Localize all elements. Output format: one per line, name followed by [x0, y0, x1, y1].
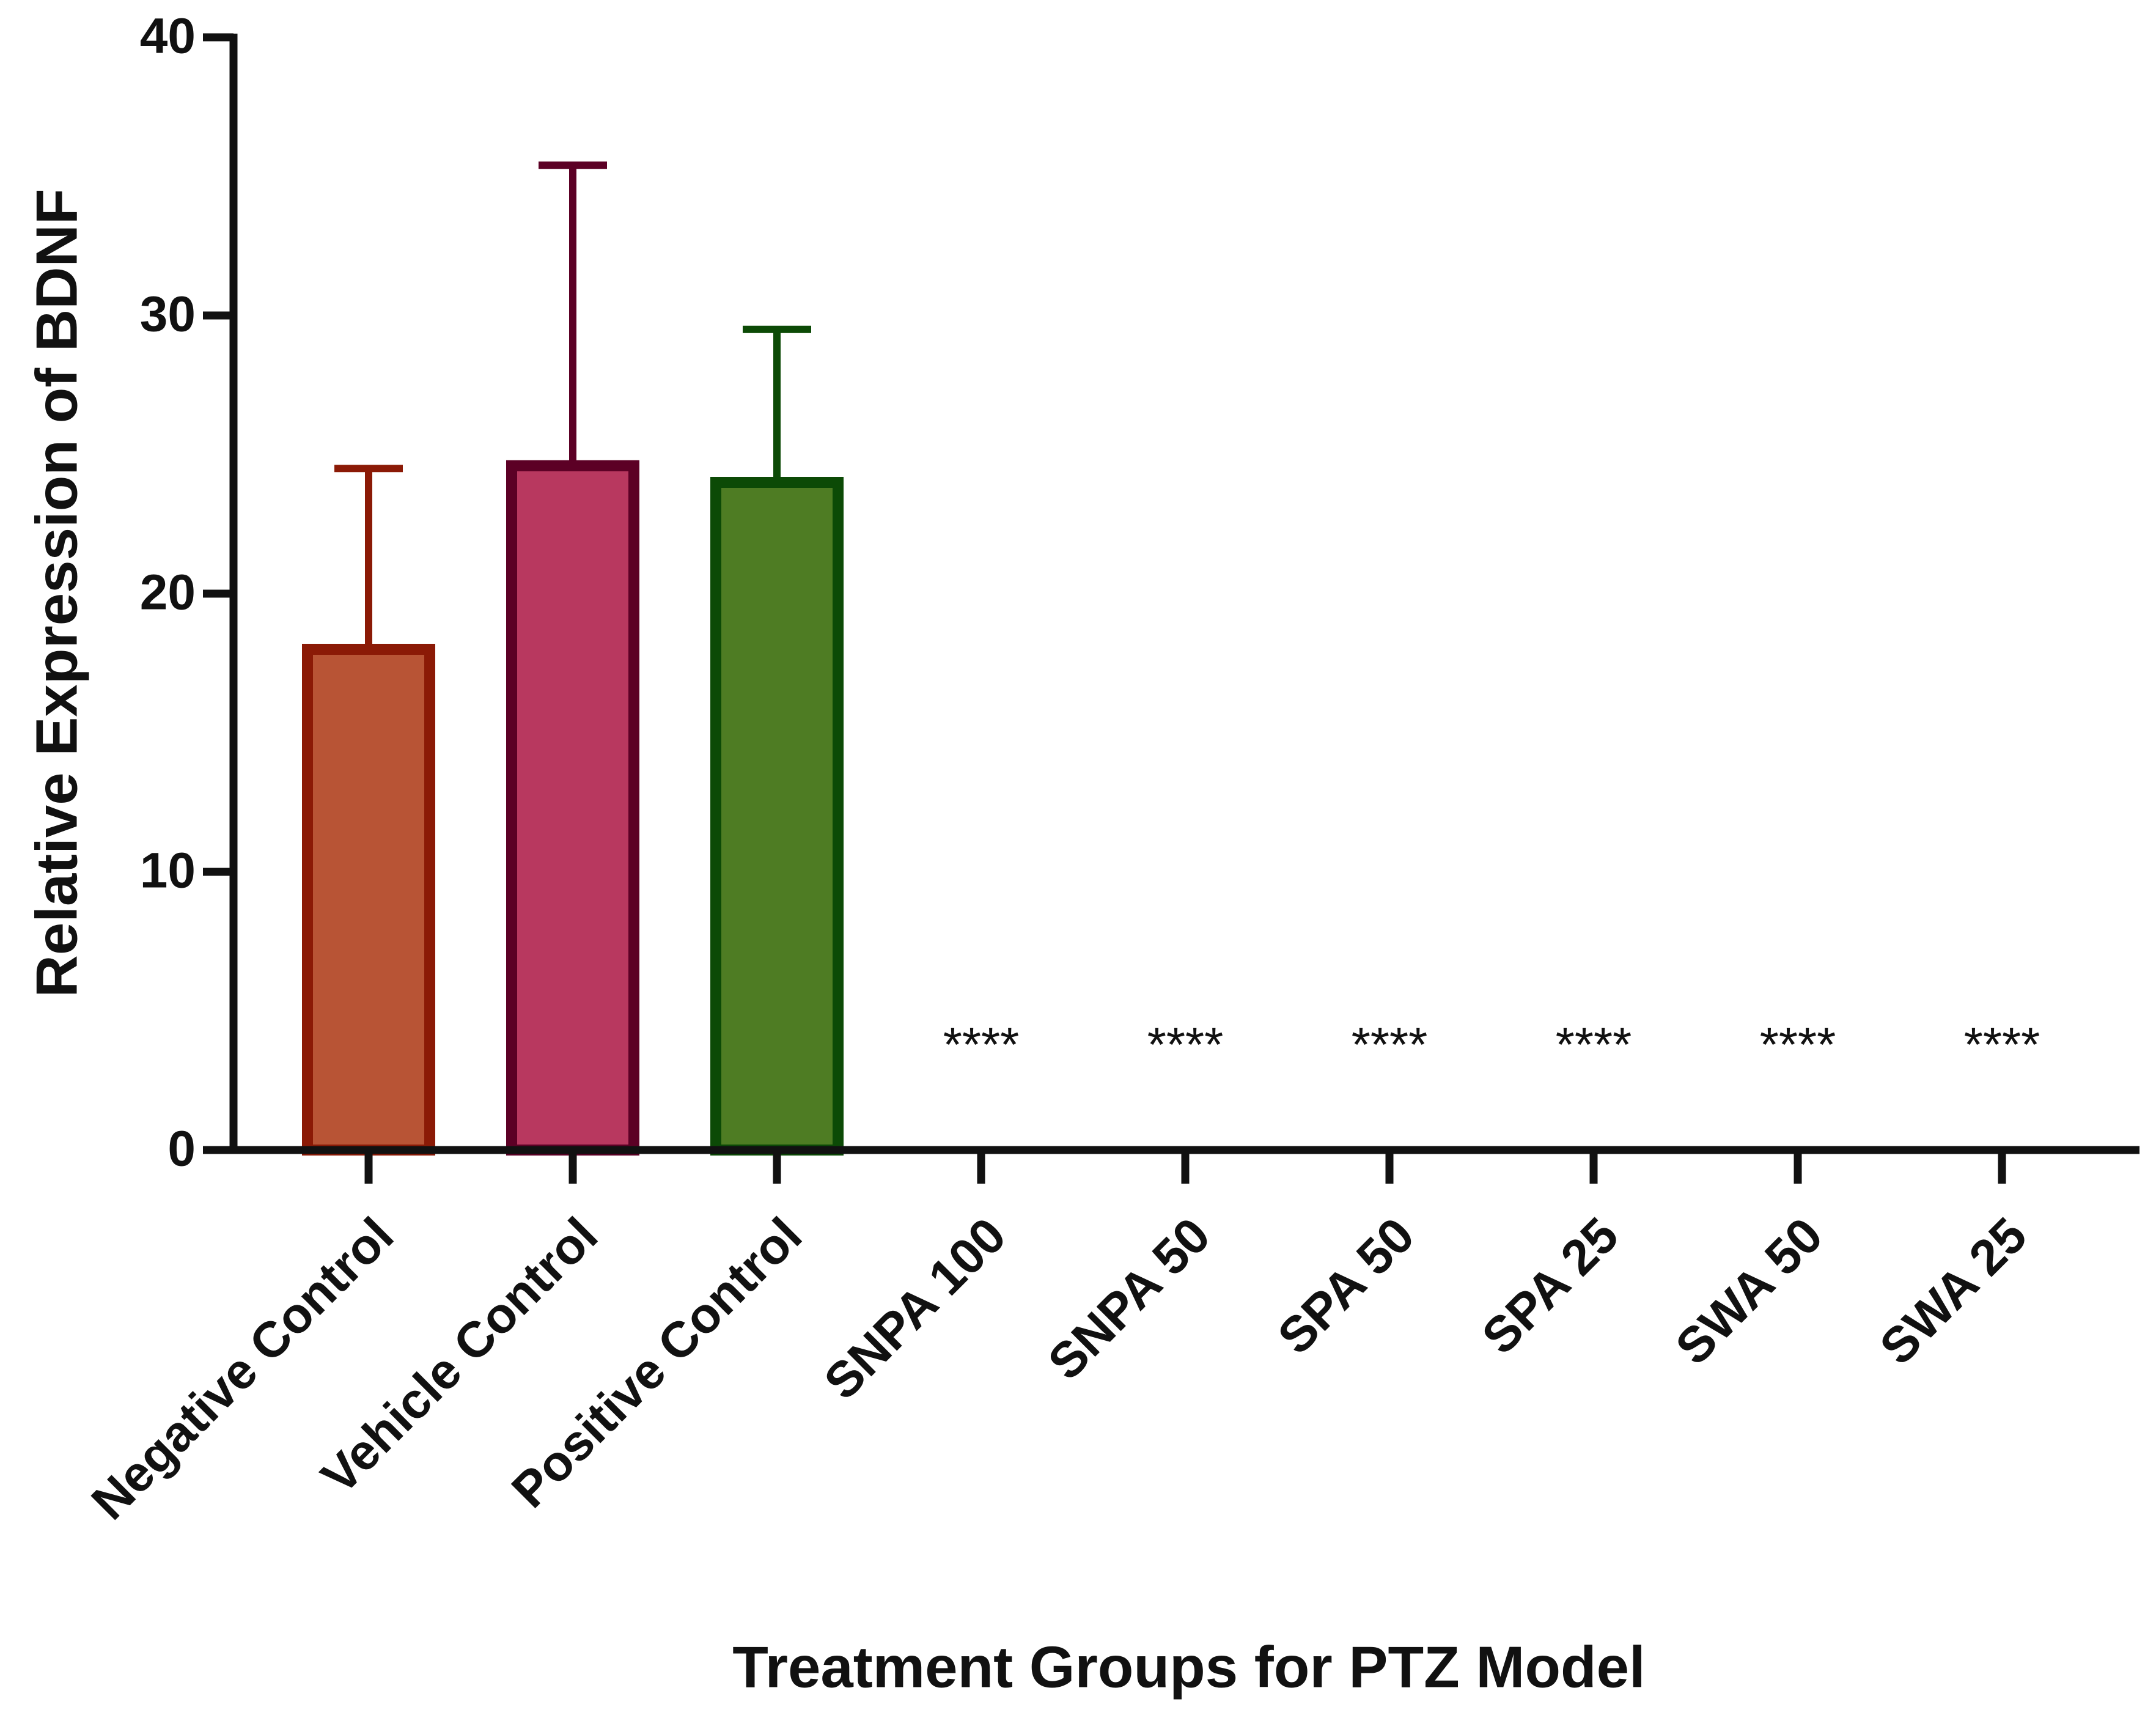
- y-tick-label: 20: [140, 565, 196, 621]
- bar: [710, 477, 844, 1156]
- bar: [302, 644, 435, 1156]
- x-tick-label: SPA 25: [1471, 1207, 1629, 1365]
- x-tick-label: SWA 25: [1869, 1207, 2037, 1376]
- significance-label: ****: [1556, 1017, 1632, 1072]
- y-axis-title: Relative Expression of BDNF: [24, 189, 89, 998]
- significance-label: ****: [943, 1017, 1020, 1072]
- x-tick-label: SWA 50: [1665, 1207, 1833, 1376]
- y-tick-label: 0: [167, 1121, 196, 1177]
- significance-label: ****: [1352, 1017, 1428, 1072]
- y-tick-label: 30: [140, 287, 196, 342]
- x-tick-label: SNPA 50: [1037, 1207, 1221, 1391]
- y-tick-label: 10: [140, 843, 196, 899]
- x-tick-label: SPA 50: [1267, 1207, 1425, 1365]
- bar: [506, 460, 639, 1156]
- x-axis-title: Treatment Groups for PTZ Model: [732, 1634, 1645, 1700]
- x-tick-label: SNPA 100: [814, 1207, 1017, 1410]
- significance-label: ****: [1964, 1017, 2040, 1072]
- y-tick-label: 40: [140, 9, 196, 64]
- significance-label: ****: [1760, 1017, 1836, 1072]
- significance-label: ****: [1147, 1017, 1224, 1072]
